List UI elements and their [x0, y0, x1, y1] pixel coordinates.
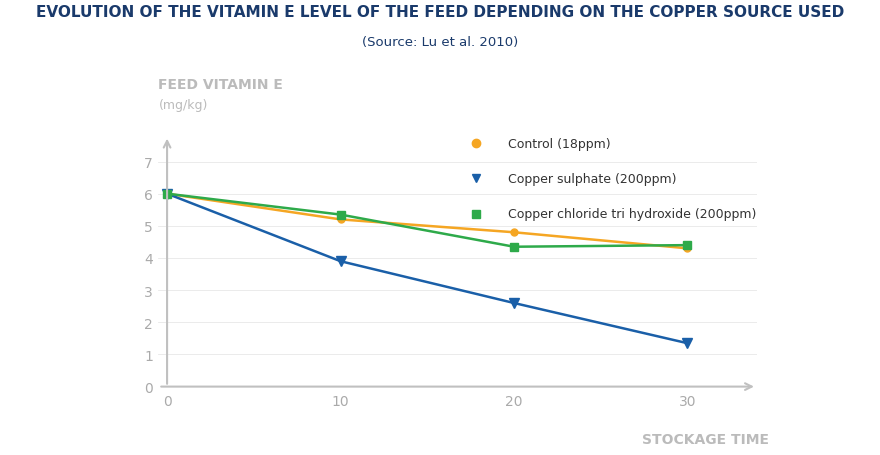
Text: Copper sulphate (200ppm): Copper sulphate (200ppm): [509, 172, 677, 186]
Text: Control (18ppm): Control (18ppm): [509, 137, 611, 151]
Text: FEED VITAMIN E: FEED VITAMIN E: [158, 77, 283, 91]
Text: (mg/kg): (mg/kg): [158, 98, 208, 111]
Text: (Source: Lu et al. 2010): (Source: Lu et al. 2010): [362, 36, 518, 50]
Text: STOCKAGE TIME: STOCKAGE TIME: [642, 432, 769, 446]
Text: EVOLUTION OF THE VITAMIN E LEVEL OF THE FEED DEPENDING ON THE COPPER SOURCE USED: EVOLUTION OF THE VITAMIN E LEVEL OF THE …: [36, 5, 844, 20]
Text: Copper chloride tri hydroxide (200ppm): Copper chloride tri hydroxide (200ppm): [509, 207, 757, 221]
